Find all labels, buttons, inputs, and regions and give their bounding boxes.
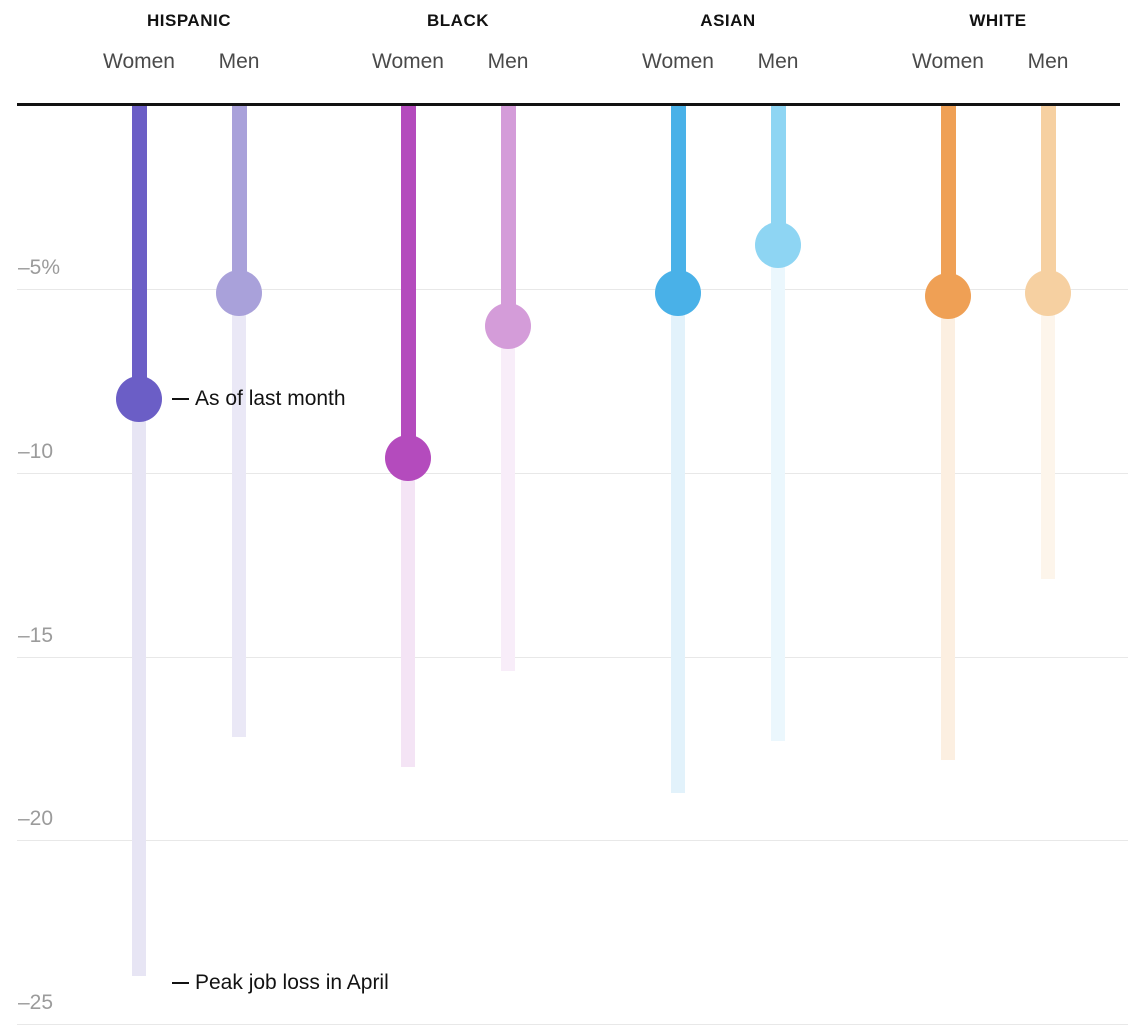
annotation-dash-peak-april <box>172 982 189 985</box>
col-label-black-men: Men <box>487 50 529 73</box>
col-label-black-women: Women <box>372 50 444 73</box>
y-tick-label-10: –10 <box>18 439 54 463</box>
gridline-5 <box>17 288 1128 290</box>
group-header-black: BLACK <box>427 11 489 30</box>
gridline-10 <box>17 472 1128 474</box>
last-month-bar-black-women <box>400 104 416 458</box>
y-tick-label-20: –20 <box>18 807 54 831</box>
last-month-bar-white-men <box>1040 104 1056 293</box>
last-month-bar-asian-men <box>770 104 786 245</box>
last-month-dot-black-women <box>385 434 431 481</box>
col-label-asian-men: Men <box>757 50 799 73</box>
gridline-15 <box>17 656 1128 658</box>
last-month-bar-black-men <box>500 104 516 326</box>
zero-axis-line <box>17 103 1120 106</box>
last-month-dot-white-men <box>1025 269 1071 316</box>
last-month-dot-black-men <box>485 302 531 349</box>
last-month-dot-white-women <box>925 273 971 320</box>
annotation-dash-last-month <box>172 398 189 401</box>
last-month-bar-white-women <box>940 104 956 297</box>
annotation-last-month: As of last month <box>195 387 346 411</box>
last-month-dot-asian-men <box>755 221 801 268</box>
last-month-bar-hispanic-women <box>131 104 147 400</box>
y-tick-label-15: –15 <box>18 623 54 647</box>
col-label-asian-women: Women <box>642 50 714 73</box>
col-label-white-men: Men <box>1027 50 1069 73</box>
col-label-hispanic-men: Men <box>218 50 260 73</box>
y-tick-label-5: –5% <box>18 255 61 279</box>
last-month-dot-hispanic-women <box>116 376 162 423</box>
col-label-hispanic-women: Women <box>103 50 175 73</box>
last-month-bar-asian-women <box>670 104 686 293</box>
group-header-asian: ASIAN <box>700 11 756 30</box>
annotation-peak-april: Peak job loss in April <box>195 971 389 995</box>
last-month-dot-hispanic-men <box>216 269 262 316</box>
group-header-hispanic: HISPANIC <box>147 11 231 30</box>
y-tick-label-25: –25 <box>18 991 54 1015</box>
group-header-white: WHITE <box>969 11 1027 30</box>
last-month-dot-asian-women <box>655 269 701 316</box>
gridline-20 <box>17 840 1128 842</box>
last-month-bar-hispanic-men <box>231 104 247 293</box>
col-label-white-women: Women <box>912 50 984 73</box>
gridline-25 <box>17 1024 1128 1026</box>
